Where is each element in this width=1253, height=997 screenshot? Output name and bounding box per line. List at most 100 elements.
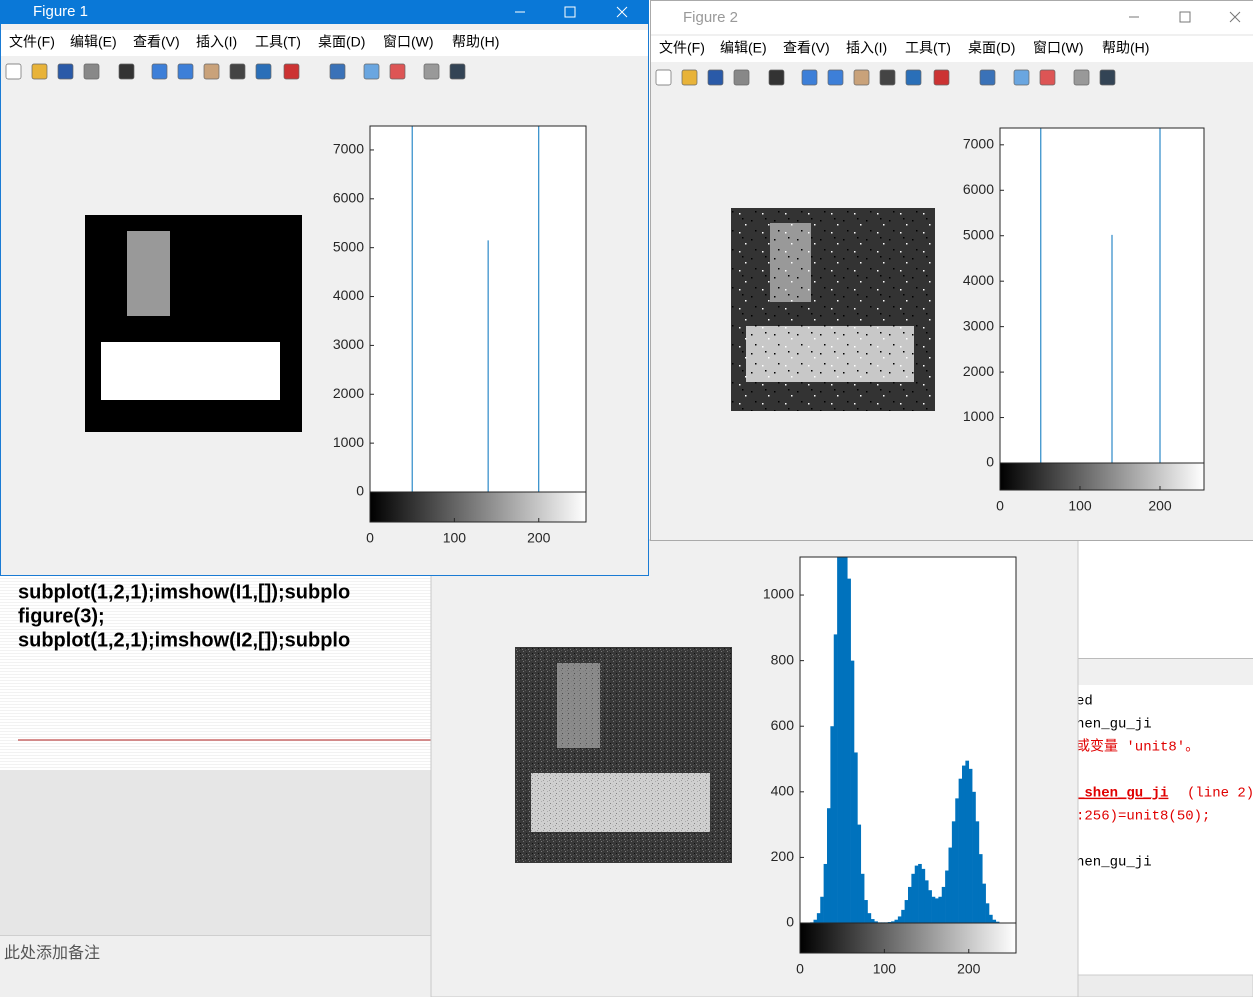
notes-placeholder[interactable]: 此处添加备注 — [4, 944, 100, 962]
y-tick-label: 1000 — [963, 408, 994, 424]
menu-item[interactable]: 编辑(E) — [70, 34, 117, 50]
image-noise — [557, 663, 600, 748]
histogram-bar — [847, 578, 851, 923]
toolbar-button[interactable] — [423, 63, 440, 80]
notes-area[interactable] — [0, 936, 431, 997]
menu-item[interactable]: 编辑(E) — [720, 40, 767, 56]
x-tick-label: 100 — [443, 530, 467, 546]
y-tick-label: 3000 — [333, 336, 364, 352]
toolbar-button[interactable] — [151, 63, 168, 80]
histogram-bar — [840, 557, 845, 923]
toolbar-button[interactable] — [1073, 69, 1090, 86]
menu-item[interactable]: 工具(T) — [905, 40, 951, 56]
menu-item[interactable]: 帮助(H) — [1102, 40, 1149, 56]
menu-item[interactable]: 桌面(D) — [318, 34, 365, 50]
image-noise — [531, 773, 710, 832]
histogram-bar — [921, 868, 926, 923]
toolbar-button[interactable] — [853, 69, 870, 86]
close-button[interactable] — [616, 6, 628, 18]
y-tick-label: 1000 — [763, 586, 794, 602]
x-tick-label: 0 — [366, 530, 374, 546]
toolbar-button[interactable] — [329, 63, 346, 80]
toolbar-button[interactable] — [979, 69, 996, 86]
histogram-bar — [962, 765, 966, 923]
toolbar-button[interactable] — [177, 63, 194, 80]
menu-item[interactable]: 工具(T) — [255, 34, 301, 50]
y-tick-label: 7000 — [963, 136, 994, 152]
menu-item[interactable]: 查看(V) — [783, 40, 830, 56]
toolbar-button[interactable] — [83, 63, 100, 80]
y-tick-label: 5000 — [963, 226, 994, 242]
menu-item[interactable]: 帮助(H) — [452, 34, 499, 50]
code-line: figure(3); — [18, 605, 105, 627]
maximize-button[interactable] — [1179, 11, 1191, 23]
toolbar-button[interactable] — [389, 63, 406, 80]
histogram-bar — [928, 890, 932, 923]
cmd-link[interactable]: _shen_gu_ji — [1075, 786, 1168, 802]
menu-item[interactable]: 文件(F) — [659, 40, 705, 56]
toolbar-button[interactable] — [933, 69, 950, 86]
histogram-bar — [867, 913, 872, 923]
image-noise — [746, 326, 914, 382]
menu-item[interactable]: 窗口(W) — [383, 34, 434, 50]
toolbar-button[interactable] — [879, 69, 896, 86]
toolbar-button[interactable] — [1039, 69, 1056, 86]
toolbar-button[interactable] — [229, 63, 246, 80]
histogram-bar — [945, 870, 949, 923]
image-region — [127, 231, 170, 316]
toolbar-button[interactable] — [681, 69, 698, 86]
maximize-button[interactable] — [564, 6, 576, 18]
toolbar-button[interactable] — [1099, 69, 1116, 86]
histogram-bar — [830, 726, 835, 923]
toolbar-button[interactable] — [5, 63, 22, 80]
histogram-bar — [972, 791, 976, 923]
histogram-bar — [948, 847, 953, 923]
figure-window: Figure 2 文件(F) 编辑(E) 查看(V) 插入(I) 工具(T) 桌面(D) 窗… — [650, 0, 1253, 541]
x-tick-label: 200 — [957, 961, 981, 977]
toolbar-button[interactable] — [283, 63, 300, 80]
toolbar-button[interactable] — [768, 69, 785, 86]
menu-item[interactable]: 文件(F) — [9, 34, 55, 50]
menu-item[interactable]: 插入(I) — [196, 34, 237, 50]
plot-area — [411, 126, 540, 492]
toolbar-button[interactable] — [827, 69, 844, 86]
toolbar-button[interactable] — [655, 69, 672, 86]
histogram-bar — [931, 896, 936, 923]
y-tick-label: 2000 — [963, 363, 994, 379]
toolbar-button[interactable] — [1013, 69, 1030, 86]
histogram-bar — [891, 921, 895, 923]
toolbar-button[interactable] — [733, 69, 750, 86]
histogram-bar — [908, 886, 912, 923]
y-tick-label: 4000 — [963, 272, 994, 288]
y-tick-label: 5000 — [333, 238, 364, 254]
histogram-bar — [897, 916, 902, 923]
colorbar — [999, 462, 1205, 491]
toolbar-button[interactable] — [363, 63, 380, 80]
colorbar — [369, 491, 587, 523]
toolbar-button[interactable] — [707, 69, 724, 86]
toolbar-button[interactable] — [255, 63, 272, 80]
toolbar-button[interactable] — [31, 63, 48, 80]
toolbar-button[interactable] — [203, 63, 220, 80]
toolbar-button[interactable] — [449, 63, 466, 80]
menu-item[interactable]: 桌面(D) — [968, 40, 1015, 56]
menu-item[interactable]: 窗口(W) — [1033, 40, 1084, 56]
histogram-bar — [992, 919, 997, 923]
menu-bar — [1, 30, 648, 56]
scrollbar[interactable] — [1077, 974, 1253, 997]
menu-item[interactable]: 查看(V) — [133, 34, 180, 50]
toolbar-button[interactable] — [801, 69, 818, 86]
menu-item[interactable]: 插入(I) — [846, 40, 887, 56]
axes — [370, 126, 586, 492]
histogram-bar — [894, 919, 899, 923]
y-tick-label: 3000 — [963, 317, 994, 333]
y-tick-label: 0 — [786, 914, 794, 930]
toolbar-button[interactable] — [118, 63, 135, 80]
editor-gray-area — [0, 770, 431, 935]
toolbar-button[interactable] — [57, 63, 74, 80]
histogram-bar — [854, 752, 858, 923]
toolbar-button[interactable] — [905, 69, 922, 86]
histogram-bar — [975, 821, 980, 923]
close-button[interactable] — [1229, 11, 1241, 23]
